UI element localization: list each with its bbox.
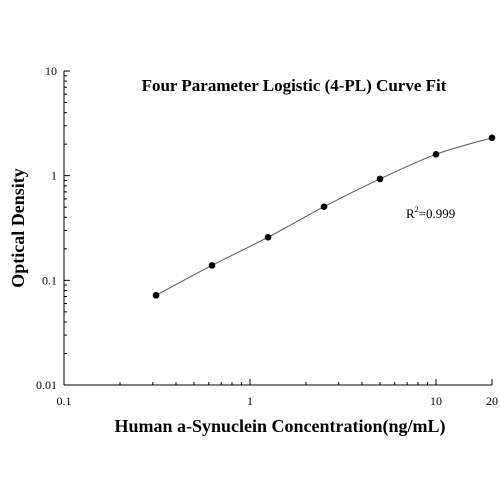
data-point — [432, 151, 440, 158]
x-tick-label: 20 — [486, 394, 498, 408]
y-tick-label: 1 — [51, 169, 57, 183]
data-point — [376, 175, 384, 183]
data-point — [208, 262, 216, 269]
y-tick-label: 10 — [45, 64, 57, 78]
r-squared-rest: =0.999 — [419, 206, 456, 221]
r-squared-base: R — [406, 206, 415, 221]
data-point — [320, 203, 328, 211]
r-squared-annotation: R2=0.999 — [406, 205, 455, 221]
x-tick-label: 1 — [247, 394, 253, 408]
data-point — [264, 233, 272, 241]
y-tick-label: 0.1 — [42, 273, 57, 287]
chart-title: Four Parameter Logistic (4-PL) Curve Fit — [142, 76, 447, 95]
x-axis-label: Human a-Synuclein Concentration(ng/mL) — [114, 416, 445, 437]
x-tick-label: 10 — [430, 394, 442, 408]
x-tick-label: 0.1 — [57, 394, 72, 408]
data-point — [488, 134, 496, 142]
y-tick-label: 0.01 — [36, 378, 57, 392]
axes — [63, 71, 492, 386]
r-squared-sup: 2 — [415, 205, 419, 214]
data-point — [152, 291, 160, 299]
y-axis-label: Optical Density — [8, 168, 28, 288]
data-points — [152, 134, 496, 299]
